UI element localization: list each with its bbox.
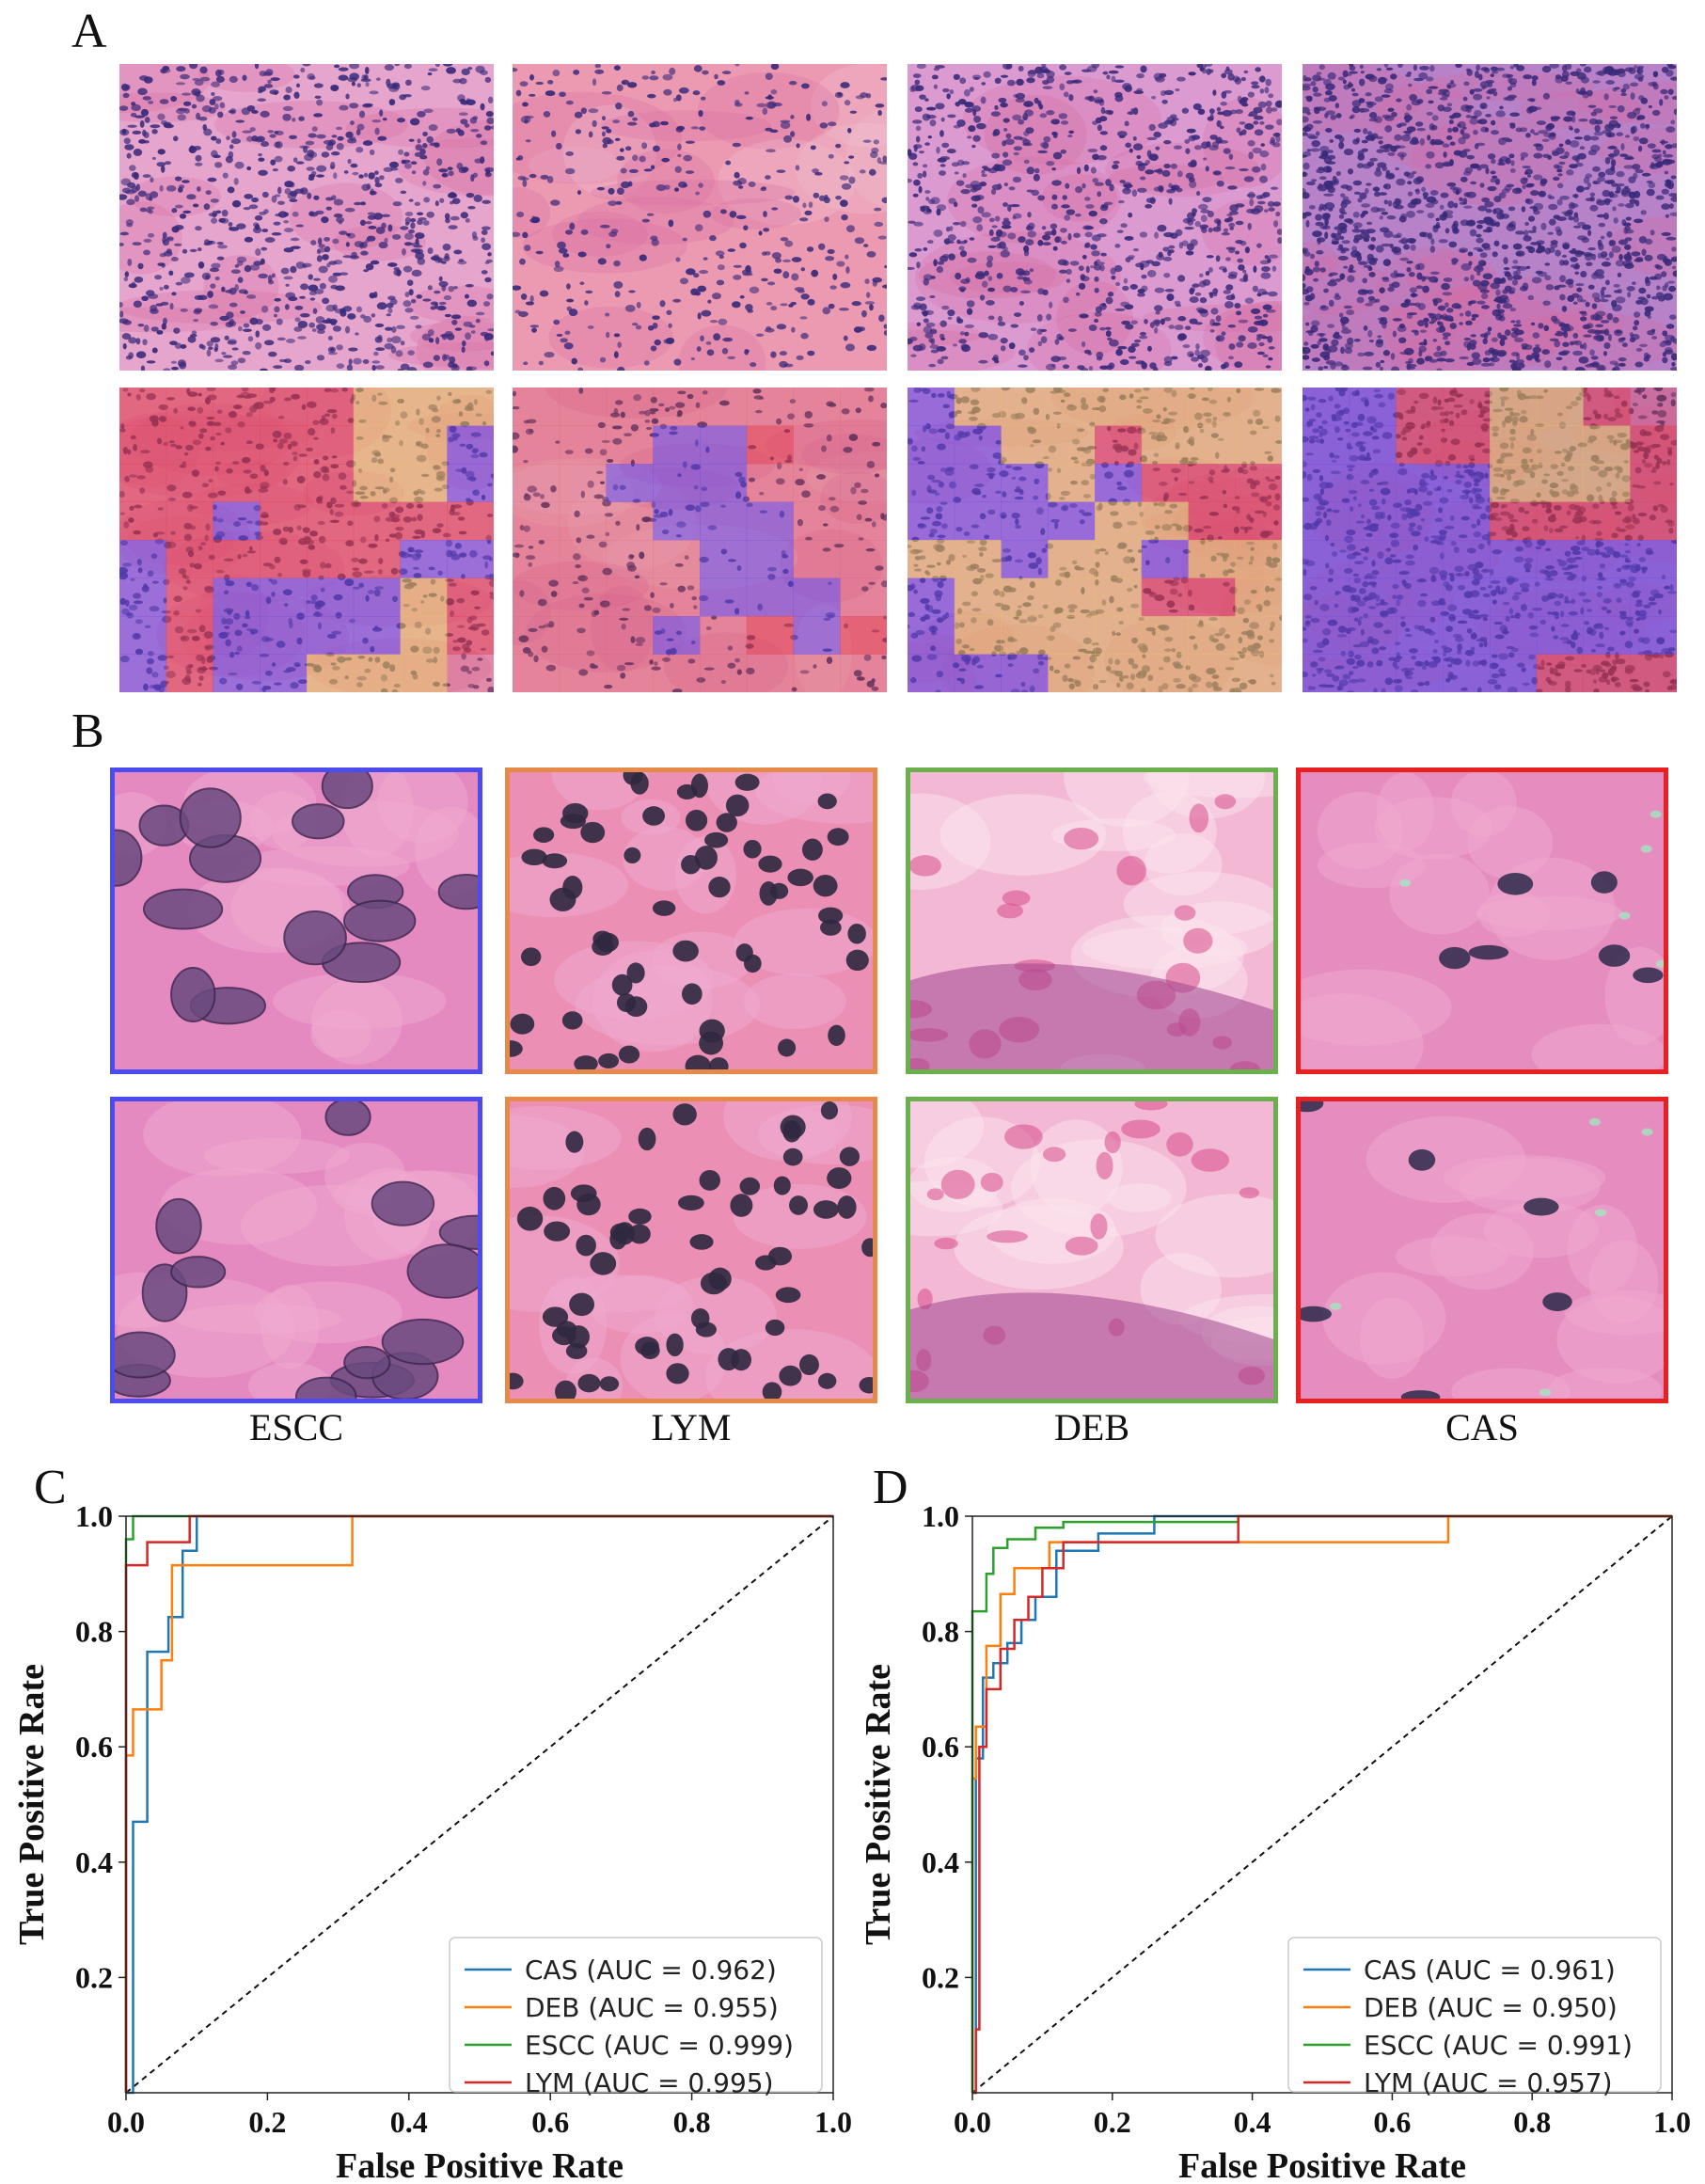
chart-d-ytick-label: 0.4 [922,1845,959,1879]
chart-c-xaxis-label: False Positive Rate [336,2146,624,2184]
chart-d-xtick-label: 0.0 [954,2105,991,2139]
cell-patch-deb-1 [906,768,1278,1074]
chart-c-xtick-label: 0.8 [673,2105,711,2139]
chart-d-xtick-label: 0.4 [1234,2105,1271,2139]
chart-d-plot-frame [971,1515,1673,2094]
chart-d-curve-escc [971,1514,1672,2093]
tissue-tile-1 [119,64,494,371]
chart-c-ytick-label: 0.4 [75,1845,113,1879]
chart-c-xtick-label: 0.4 [390,2105,428,2139]
chart-c-ytick-label: 0.2 [75,1960,113,1994]
chart-c-xtick-label: 0.2 [248,2105,286,2139]
heatmap-tile-1 [119,388,494,692]
chart-c-curve-deb [124,1514,833,2093]
chart-c-xtick-label: 0.6 [531,2105,569,2139]
cell-patch-lym-1 [505,768,877,1074]
roc-chart-c-svg: 0.0 0.2 0.4 0.6 0.8 1.0 0.2 0.4 0.6 0.8 1.0 False P… [12,1499,852,2184]
chart-d-curve-lym [972,1514,1672,2095]
panel-label-a: A [71,5,107,58]
chart-d-ytick-label: 0.2 [922,1960,959,1994]
chart-d-xtick-label: 0.2 [1094,2105,1131,2139]
chart-d-chance-line [971,1515,1673,2094]
cell-patch-cas-1 [1296,768,1668,1074]
tissue-tile-3 [908,64,1282,371]
chart-c-legend-entry: ESCC (AUC = 0.999) [525,2030,794,2061]
chart-c-legend: CAS (AUC = 0.962) DEB (AUC = 0.955) ESCC (… [449,1937,823,2098]
chart-d-ytick-label: 0.6 [922,1730,959,1764]
panel-label-d: D [873,1461,908,1514]
chart-c-xtick-label: 1.0 [814,2105,852,2139]
cell-patch-lym-2 [505,1097,877,1403]
chart-d-legend-entry: LYM (AUC = 0.957) [1364,2067,1613,2098]
chart-d-legend: CAS (AUC = 0.961) DEB (AUC = 0.950) ESCC (… [1287,1937,1662,2098]
chart-c-ytick-label: 1.0 [75,1499,113,1533]
chart-c-plot-frame [125,1515,834,2094]
chart-d-curve-deb [971,1514,1672,2093]
chart-d-legend-entry: CAS (AUC = 0.961) [1364,1955,1616,1986]
chart-c-curve-cas [126,1514,833,2095]
chart-c-legend-box [449,1937,823,2093]
chart-c-legend-entry: DEB (AUC = 0.955) [525,1992,779,2023]
cell-patch-deb-2 [906,1097,1278,1403]
chart-d-xtick-label: 0.8 [1513,2105,1551,2139]
heatmap-tile-4 [1302,388,1677,692]
chart-d-ytick-label: 1.0 [922,1499,959,1533]
heatmap-tile-2 [513,388,887,692]
panel-label-b: B [71,704,104,758]
chart-c-legend-entry: CAS (AUC = 0.962) [525,1955,777,1986]
chart-d-curve-cas [972,1514,1672,2095]
chart-d-legend-entry: DEB (AUC = 0.950) [1364,1992,1618,2023]
patch-caption-lym: LYM [651,1406,732,1448]
roc-chart-d: 0.0 0.2 0.4 0.6 0.8 1.0 0.2 0.4 0.6 0.8 1.0 False P… [846,1496,1705,2184]
cell-patch-escc-1 [110,768,482,1074]
chart-d-yaxis-label: True Positive Rate [859,1664,898,1945]
tissue-tile-2 [513,64,887,371]
heatmap-tile-3 [908,388,1282,692]
chart-c-legend-entry: LYM (AUC = 0.995) [525,2067,774,2098]
patch-caption-escc: ESCC [248,1406,344,1448]
chart-d-xaxis-label: False Positive Rate [1178,2146,1466,2184]
panel-label-c: C [34,1461,67,1514]
chart-d-legend-entry: ESCC (AUC = 0.991) [1364,2030,1633,2061]
cell-patch-escc-2 [110,1097,482,1403]
chart-c-yaxis-label: True Positive Rate [12,1664,52,1945]
cell-patch-cas-2 [1296,1097,1668,1403]
roc-chart-d-svg: 0.0 0.2 0.4 0.6 0.8 1.0 0.2 0.4 0.6 0.8 1.0 False P… [859,1499,1691,2184]
chart-c-ytick-label: 0.6 [75,1730,113,1764]
chart-d-xtick-label: 0.6 [1373,2105,1411,2139]
chart-d-ytick-label: 0.8 [922,1615,959,1649]
roc-chart-c: 0.0 0.2 0.4 0.6 0.8 1.0 0.2 0.4 0.6 0.8 1.0 False P… [0,1496,852,2184]
chart-d-xtick-label: 1.0 [1653,2105,1691,2139]
chart-c-xtick-label: 0.0 [107,2105,145,2139]
chart-c-chance-line [125,1515,834,2094]
chart-d-legend-box [1287,1937,1662,2093]
patch-caption-cas: CAS [1445,1406,1519,1448]
chart-c-ytick-label: 0.8 [75,1615,113,1649]
tissue-tile-4 [1302,64,1677,371]
patch-caption-deb: DEB [1054,1406,1129,1448]
